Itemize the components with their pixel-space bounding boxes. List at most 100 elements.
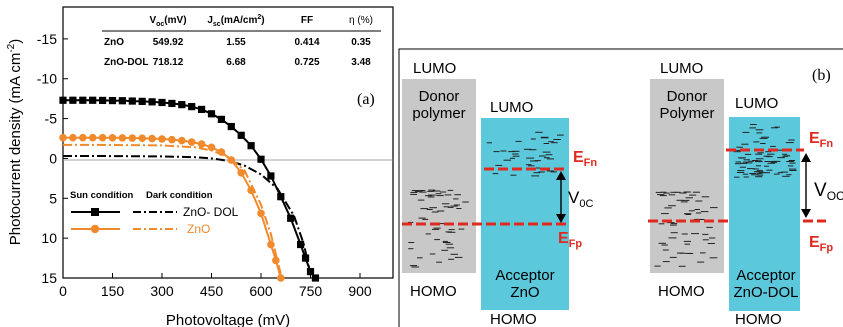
point-zno-sun — [197, 140, 206, 148]
y-tick-label: 15 — [41, 270, 57, 286]
table-row-zno-voc: 549.92 — [153, 37, 184, 48]
point-zno-dol-sun — [99, 96, 107, 105]
y-tick-label: -15 — [37, 31, 57, 47]
voc-arrow-head-top — [556, 171, 566, 180]
point-zno-dol-sun — [257, 155, 265, 163]
point-zno-dol-sun — [148, 98, 156, 106]
point-zno-sun — [108, 133, 117, 142]
table-row-zno-dol-eta: 3.48 — [351, 57, 371, 68]
voc-arrow-head-bottom — [556, 214, 566, 223]
donor-label-line2: Polymer — [659, 105, 714, 122]
table-header-ff: FF — [301, 15, 313, 26]
table-row-zno-dol-jsc: 6.68 — [226, 57, 246, 68]
point-zno-dol-sun — [89, 96, 97, 104]
table-row-zno-eta: 0.35 — [351, 37, 371, 48]
point-zno-dol-sun — [198, 105, 206, 114]
point-zno-sun — [267, 240, 275, 249]
series-line-zno-dol-sun — [63, 99, 317, 279]
voc-label: V0C — [568, 188, 593, 210]
point-zno-dol-sun — [301, 254, 310, 262]
efp-label: EFp — [558, 230, 582, 250]
acceptor-states — [733, 124, 797, 178]
panel-a: Photocurrent density (mA cm-2) Photovolt… — [6, 6, 394, 327]
band-diagram-zno-dol: LUMO Donor Polymer LUMO EFn EFp VOC HOMO… — [648, 60, 843, 327]
point-zno-sun — [272, 256, 280, 265]
efn-label: EFn — [809, 130, 833, 150]
table-row-zno-jsc: 1.55 — [226, 37, 246, 48]
donor-states — [408, 189, 469, 268]
point-zno-sun — [98, 133, 107, 142]
table-row-zno-dol-voc: 718.12 — [153, 57, 184, 68]
table-header-voc: Voc(mV) — [149, 15, 186, 28]
point-zno-sun — [178, 136, 186, 145]
point-zno-dol-sun — [188, 103, 196, 111]
y-tick-label: 10 — [41, 230, 57, 246]
point-zno-sun — [118, 134, 127, 142]
table-row-zno-dol-label: ZnO-DOL — [104, 57, 148, 68]
donor-homo-label: HOMO — [410, 283, 457, 300]
donor-lumo-label: LUMO — [660, 60, 703, 77]
point-zno-sun — [158, 135, 166, 143]
point-zno-sun — [257, 209, 265, 218]
point-zno-dol-sun — [297, 240, 305, 249]
y-tick-label: -5 — [45, 111, 58, 127]
legend-label-zno-dol: ZnO- DOL — [183, 205, 239, 219]
x-tick-label: 900 — [348, 283, 372, 299]
donor-block — [650, 79, 724, 273]
x-tick-label: 300 — [150, 283, 174, 299]
efn-label: EFn — [573, 149, 597, 169]
point-zno-sun — [138, 134, 146, 142]
y-tick-label: 0 — [49, 150, 57, 166]
series-line-zno-dark — [63, 143, 282, 275]
point-zno-sun — [69, 133, 77, 142]
point-zno-sun — [59, 133, 67, 142]
point-zno-dol-sun — [178, 101, 186, 109]
x-tick-label: 150 — [101, 283, 125, 299]
series-line-zno-sun — [63, 136, 282, 279]
donor-homo-label: HOMO — [658, 283, 705, 300]
parameter-table: Voc(mV) Jsc(mA/cm2) FF η (%) ZnO 549.92 … — [102, 14, 381, 68]
point-zno-dol-sun — [247, 142, 255, 150]
legend-header-sun: Sun condition — [70, 190, 134, 201]
point-zno-dol-sun — [158, 98, 166, 107]
donor-label-line1: Donor — [419, 88, 460, 105]
panel-label-a: (a) — [357, 91, 375, 108]
point-zno-sun — [237, 168, 245, 177]
panel-label-b: (b) — [812, 67, 831, 84]
voc-arrow-head-top — [801, 153, 811, 162]
x-tick-label: 450 — [200, 283, 224, 299]
y-tick-label: -10 — [37, 71, 57, 87]
acceptor-lumo-label: LUMO — [735, 95, 778, 112]
point-zno-dol-sun — [69, 96, 77, 104]
x-axis-title: Photovoltage (mV) — [166, 312, 290, 327]
acceptor-label-line2: ZnO — [510, 284, 539, 301]
point-zno-sun — [187, 138, 196, 146]
point-zno-dol-sun — [59, 96, 67, 104]
point-zno-sun — [128, 134, 137, 142]
point-zno-dol-sun — [79, 96, 87, 104]
y-tick-label: 5 — [49, 190, 57, 206]
efp-label: EFp — [809, 234, 833, 254]
point-zno-dol-sun — [277, 193, 285, 201]
legend-header-dark: Dark condition — [146, 190, 213, 201]
acceptor-label-line1: Acceptor — [736, 267, 795, 284]
point-zno-dol-sun — [138, 97, 146, 105]
point-zno-dol-sun — [118, 97, 126, 105]
table-row-zno-dol-ff: 0.725 — [294, 57, 319, 68]
point-zno-dol-sun — [128, 97, 136, 105]
point-zno-sun — [277, 274, 285, 282]
x-tick-label: 0 — [59, 283, 67, 299]
voc-label: VOC — [814, 180, 843, 203]
acceptor-label-line1: Acceptor — [495, 267, 554, 284]
legend-sun-zno-marker — [90, 224, 100, 234]
acceptor-lumo-label: LUMO — [490, 99, 533, 116]
y-axis-title: Photocurrent density (mA cm-2) — [6, 39, 24, 245]
diagram-frame — [398, 48, 843, 327]
donor-label-line1: Donor — [667, 88, 708, 105]
point-zno-dol-sun — [108, 96, 117, 105]
acceptor-block — [481, 118, 569, 310]
point-zno-dol-sun — [267, 172, 275, 180]
point-zno-dol-sun — [227, 122, 235, 131]
acceptor-states — [486, 131, 564, 177]
legend-label-zno: ZnO — [187, 222, 210, 236]
